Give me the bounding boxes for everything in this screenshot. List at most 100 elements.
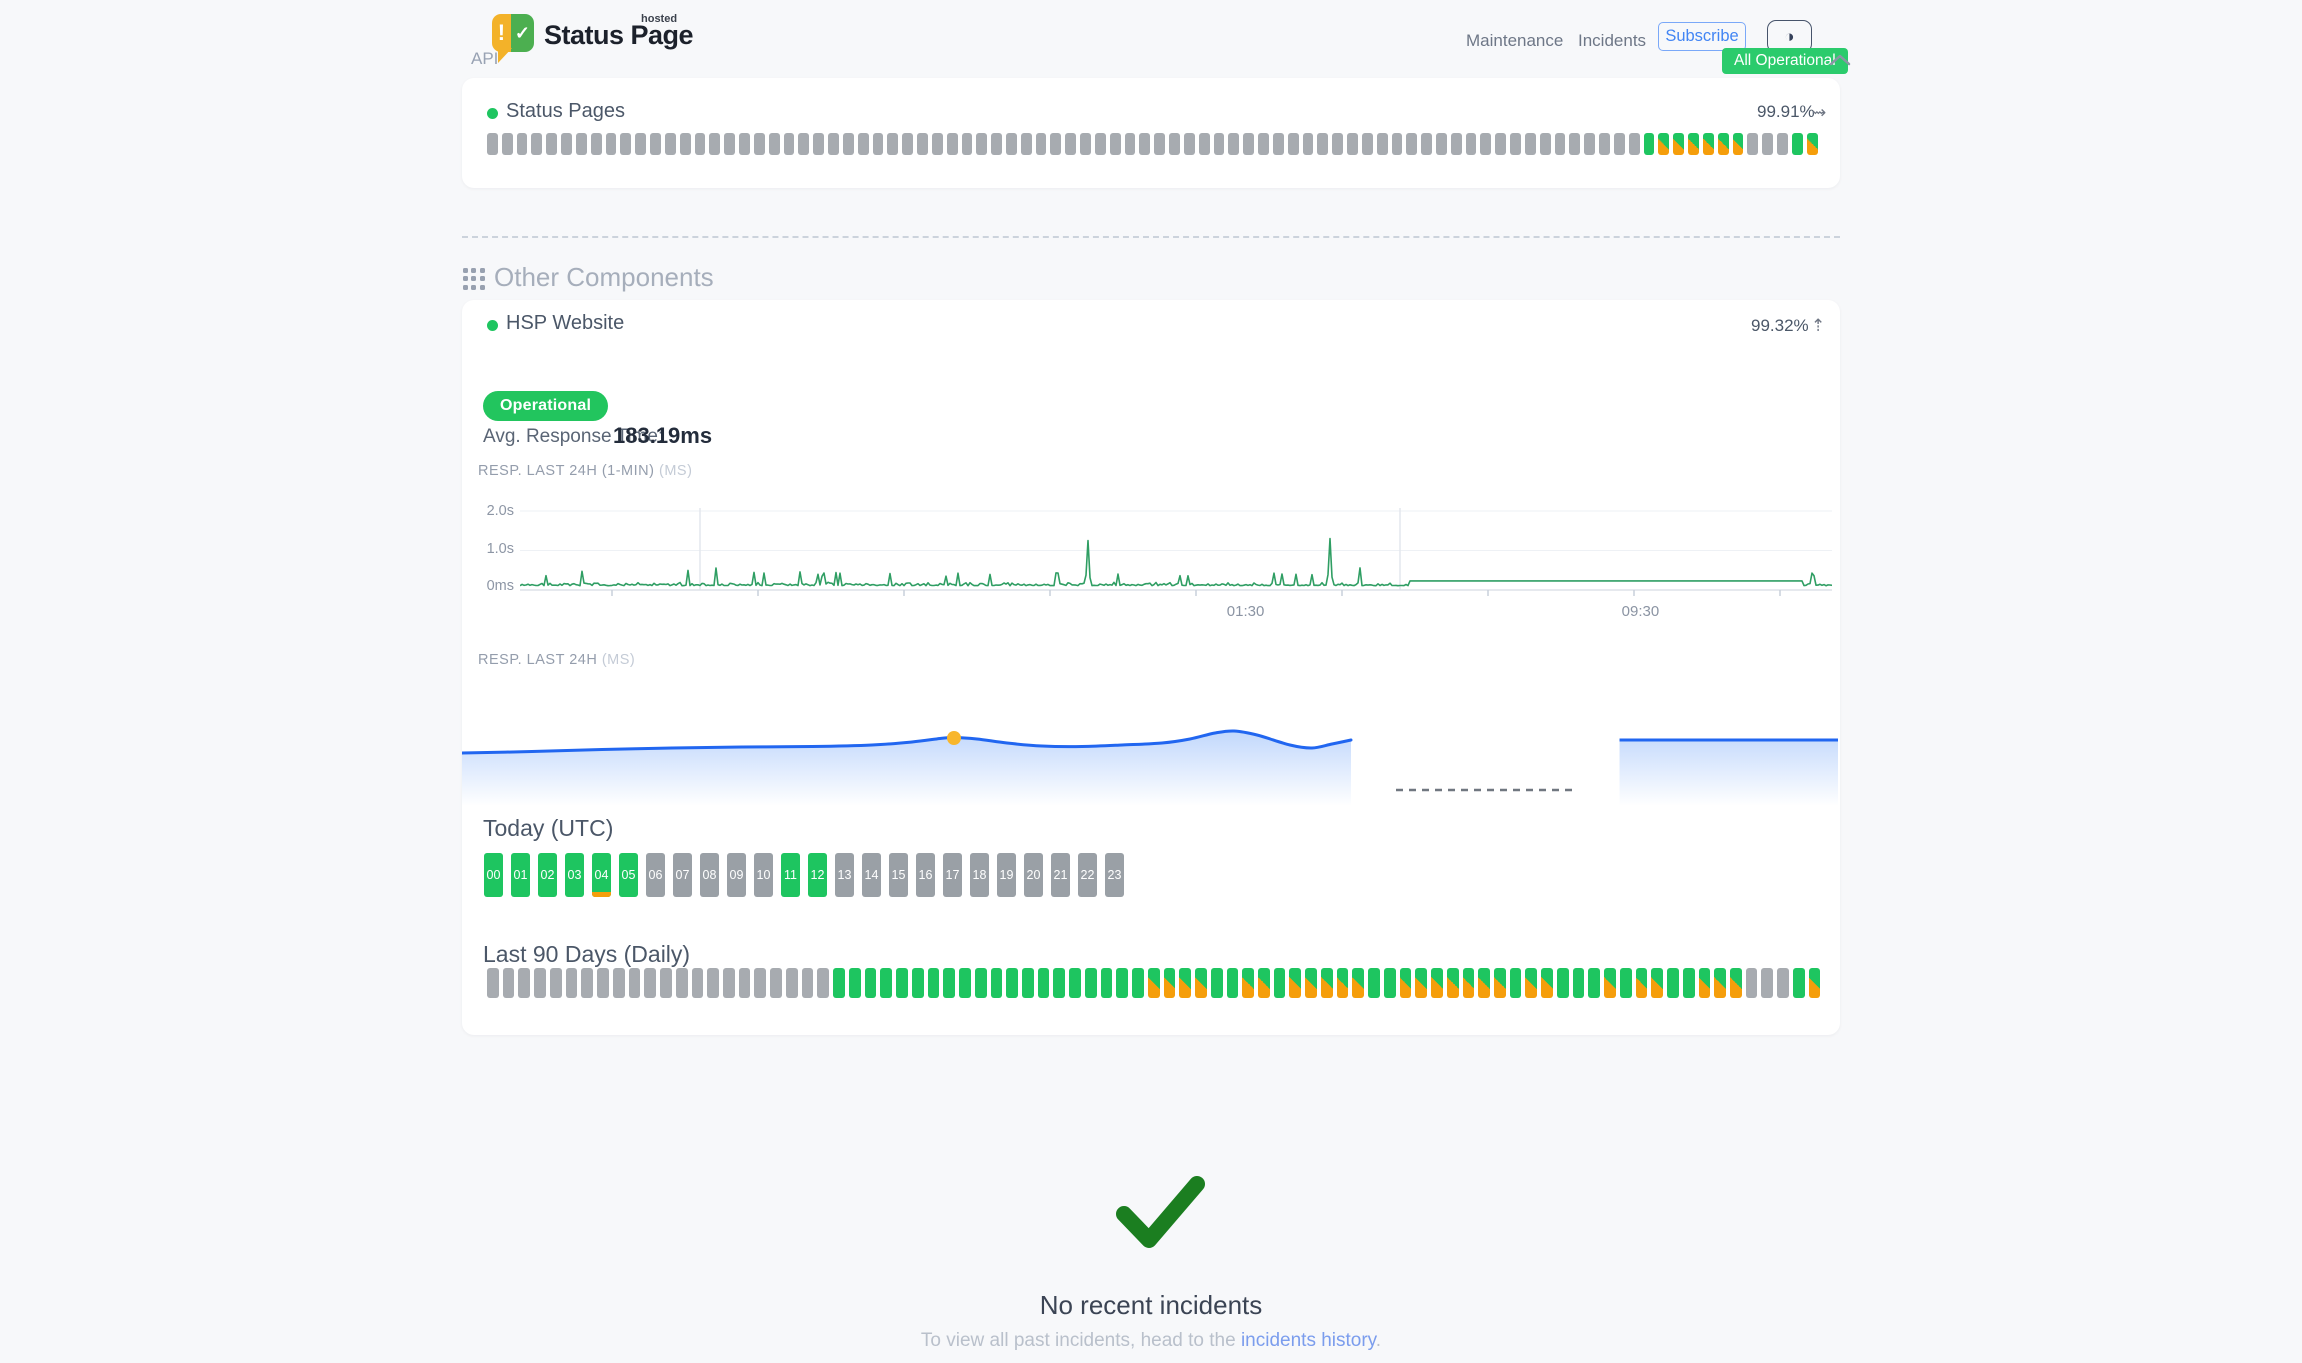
uptime-bar[interactable] — [1572, 968, 1585, 998]
nav-maintenance[interactable]: Maintenance — [1466, 31, 1564, 50]
uptime-bar[interactable] — [1109, 133, 1121, 155]
uptime-bar[interactable] — [660, 968, 672, 998]
uptime-bar[interactable] — [1198, 133, 1210, 155]
hour-block-10[interactable]: 10 — [754, 853, 773, 897]
uptime-bar[interactable] — [561, 133, 572, 155]
uptime-bar[interactable] — [531, 133, 543, 155]
uptime-bar[interactable] — [1702, 133, 1714, 155]
uptime-bar[interactable] — [1465, 133, 1477, 155]
uptime-bar[interactable] — [516, 133, 528, 155]
uptime-bar[interactable] — [1154, 133, 1166, 155]
uptime-bar[interactable] — [813, 133, 825, 155]
uptime-bar[interactable] — [990, 968, 1003, 998]
uptime-bar[interactable] — [1020, 133, 1032, 155]
uptime-bar[interactable] — [1257, 968, 1270, 998]
uptime-bar[interactable] — [487, 968, 499, 998]
uptime-bar[interactable] — [1094, 133, 1106, 155]
hour-block-08[interactable]: 08 — [700, 853, 719, 897]
uptime-bar[interactable] — [1005, 133, 1017, 155]
hour-block-00[interactable]: 00 — [484, 853, 503, 897]
hour-block-14[interactable]: 14 — [862, 853, 881, 897]
uptime-bar[interactable] — [1258, 133, 1269, 155]
uptime-bar[interactable] — [1347, 133, 1358, 155]
uptime-bar[interactable] — [959, 968, 971, 998]
uptime-bar[interactable] — [1613, 133, 1625, 155]
uptime-bar[interactable] — [694, 133, 706, 155]
uptime-bar[interactable] — [917, 133, 928, 155]
uptime-bar[interactable] — [1050, 133, 1062, 155]
uptime-bar[interactable] — [1539, 133, 1551, 155]
uptime-bar[interactable] — [801, 968, 814, 998]
uptime-bar[interactable] — [1698, 968, 1711, 998]
uptime-bar[interactable] — [902, 133, 914, 155]
uptime-bar[interactable] — [833, 968, 845, 998]
uptime-bar[interactable] — [1628, 133, 1640, 155]
uptime-bar[interactable] — [1228, 133, 1240, 155]
uptime-bar[interactable] — [549, 968, 562, 998]
uptime-bar[interactable] — [1213, 133, 1225, 155]
uptime-bar[interactable] — [1495, 133, 1507, 155]
uptime-bar[interactable] — [1415, 968, 1428, 998]
uptime-bar[interactable] — [828, 133, 839, 155]
uptime-bar[interactable] — [1287, 133, 1299, 155]
uptime-bar[interactable] — [1195, 968, 1207, 998]
uptime-bar[interactable] — [1332, 133, 1344, 155]
uptime-bar[interactable] — [1462, 968, 1475, 998]
uptime-bar[interactable] — [1100, 968, 1113, 998]
uptime-bar[interactable] — [1336, 968, 1349, 998]
uptime-bar[interactable] — [1761, 968, 1774, 998]
uptime-bar[interactable] — [1421, 133, 1432, 155]
uptime-bar[interactable] — [1588, 968, 1601, 998]
uptime-bar[interactable] — [1139, 133, 1151, 155]
uptime-bar[interactable] — [817, 968, 830, 998]
uptime-bar[interactable] — [1376, 133, 1388, 155]
uptime-bar[interactable] — [1450, 133, 1462, 155]
hour-block-01[interactable]: 01 — [511, 853, 530, 897]
uptime-bar[interactable] — [1732, 133, 1744, 155]
uptime-bar[interactable] — [1714, 968, 1727, 998]
uptime-bar[interactable] — [1446, 968, 1459, 998]
uptime-bar[interactable] — [1406, 133, 1418, 155]
uptime-bar[interactable] — [857, 133, 869, 155]
uptime-bar[interactable] — [931, 133, 943, 155]
uptime-bar[interactable] — [943, 968, 956, 998]
uptime-bar[interactable] — [1599, 133, 1610, 155]
uptime-bar[interactable] — [650, 133, 661, 155]
uptime-bar[interactable] — [1179, 968, 1192, 998]
uptime-bar[interactable] — [1436, 133, 1447, 155]
uptime-bar[interactable] — [534, 968, 546, 998]
uptime-bar[interactable] — [620, 133, 632, 155]
uptime-bar[interactable] — [1305, 968, 1317, 998]
uptime-bar[interactable] — [1084, 968, 1097, 998]
nav-incidents[interactable]: Incidents — [1578, 31, 1647, 50]
response-time-area-chart[interactable] — [460, 688, 1840, 812]
subscribe-button[interactable]: Subscribe — [1658, 22, 1746, 51]
uptime-bar[interactable] — [738, 968, 751, 998]
uptime-bar[interactable] — [1673, 133, 1685, 155]
uptime-bar[interactable] — [976, 133, 988, 155]
uptime-bar[interactable] — [798, 133, 810, 155]
uptime-bar[interactable] — [1006, 968, 1018, 998]
uptime-bar[interactable] — [1584, 133, 1596, 155]
uptime-bar[interactable] — [880, 968, 893, 998]
uptime-bar[interactable] — [1806, 133, 1818, 155]
uptime-bar[interactable] — [1037, 968, 1050, 998]
uptime-bar[interactable] — [1730, 968, 1742, 998]
uptime-bar[interactable] — [1242, 968, 1254, 998]
uptime-bar[interactable] — [502, 968, 515, 998]
uptime-bar[interactable] — [605, 133, 617, 155]
uptime-bar[interactable] — [664, 133, 676, 155]
incidents-history-link[interactable]: incidents history — [1240, 1330, 1376, 1351]
uptime-bar[interactable] — [1525, 968, 1538, 998]
uptime-bar[interactable] — [896, 968, 908, 998]
uptime-bar[interactable] — [1272, 133, 1284, 155]
uptime-bar[interactable] — [723, 968, 735, 998]
uptime-bar[interactable] — [1053, 968, 1066, 998]
uptime-bar[interactable] — [597, 968, 609, 998]
uptime-bar[interactable] — [612, 968, 625, 998]
uptime-bar[interactable] — [1116, 968, 1129, 998]
uptime-bar[interactable] — [1317, 133, 1329, 155]
uptime-bar[interactable] — [872, 133, 884, 155]
uptime-bar[interactable] — [1302, 133, 1314, 155]
uptime-bar[interactable] — [946, 133, 958, 155]
